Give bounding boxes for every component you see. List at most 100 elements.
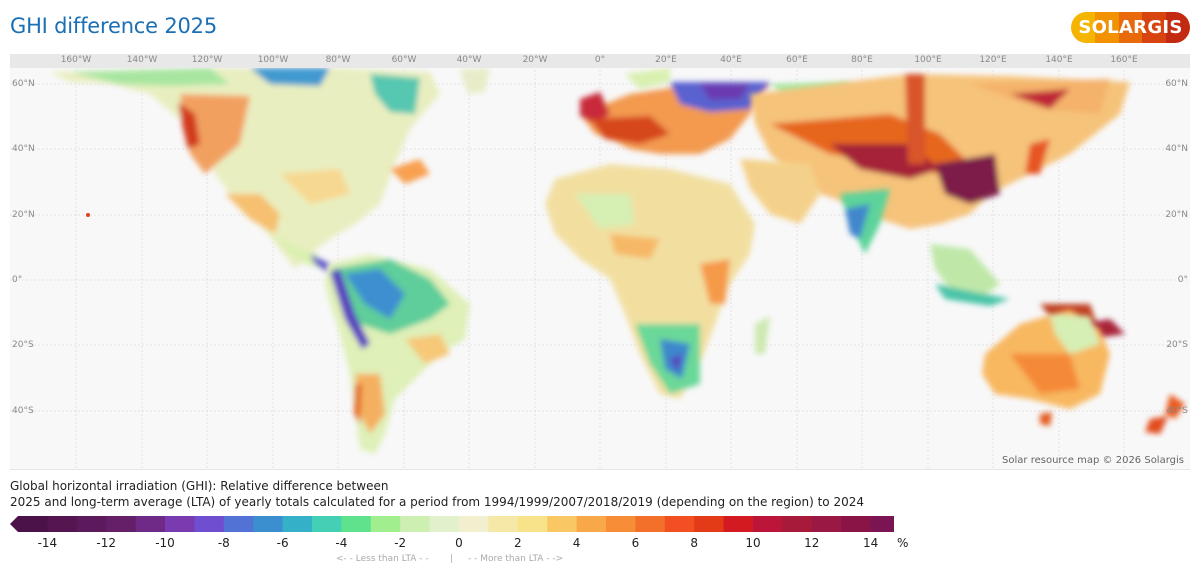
legend-swatch <box>841 516 872 532</box>
legend-swatch <box>165 516 195 532</box>
legend-tick-label: 4 <box>572 536 581 550</box>
legend-swatch <box>18 516 48 532</box>
page-title: GHI difference 2025 <box>10 14 217 38</box>
legend-tick-label: -12 <box>96 536 116 550</box>
latitude-label-left: 20°S <box>12 340 34 350</box>
solargis-logo[interactable]: SOLARGIS <box>1071 12 1190 43</box>
color-legend-bar <box>10 516 894 532</box>
longitude-label: 40°W <box>456 55 482 65</box>
legend-tick-label: 2 <box>513 536 522 550</box>
legend-tick-label: -14 <box>37 536 58 550</box>
africa <box>545 164 770 399</box>
legend-unit: % <box>897 536 909 550</box>
legend-tick-label: 14 <box>862 536 879 550</box>
legend-swatch <box>547 516 578 532</box>
logo-text: SOLARGIS <box>1078 17 1183 38</box>
less-than-lta-hint: <- - Less than LTA - - <box>336 554 429 564</box>
longitude-label: 40°E <box>720 55 742 65</box>
legend-swatch <box>870 516 894 532</box>
legend-tick-label: -4 <box>335 536 348 550</box>
legend-swatch <box>459 516 489 532</box>
legend-swatch <box>282 516 313 532</box>
legend-swatch <box>135 516 166 532</box>
legend-swatch <box>429 516 460 532</box>
latitude-label-left: 40°S <box>12 406 34 416</box>
legend-tick-label: 0 <box>455 536 463 550</box>
logo-stripe <box>1071 12 1095 43</box>
longitude-label: 120°W <box>191 55 223 65</box>
asia <box>750 74 1130 229</box>
legend-tick-label: 8 <box>690 536 699 550</box>
legend-swatch <box>694 516 725 532</box>
longitude-label: 20°E <box>655 55 677 65</box>
latitude-label-left: 20°N <box>12 210 35 220</box>
logo-stripe <box>1094 12 1119 43</box>
hint-separator: | <box>450 554 454 564</box>
legend-tick-label: 6 <box>631 536 640 550</box>
legend-swatch <box>106 516 137 532</box>
north-america <box>50 68 440 269</box>
latitude-label-right: 20°N <box>1165 210 1188 220</box>
longitude-label: 60°E <box>786 55 808 65</box>
legend-tick-label: 10 <box>745 536 761 550</box>
legend-swatch <box>488 516 519 532</box>
latitude-label-right: 40°N <box>1165 144 1188 154</box>
legend-left-arrow <box>10 516 18 532</box>
longitude-label: 160°E <box>1110 55 1138 65</box>
legend-swatch <box>223 516 254 532</box>
legend-swatch <box>517 516 548 532</box>
longitude-label: 80°W <box>325 55 351 65</box>
legend-swatch <box>341 516 372 532</box>
longitude-label: 140°E <box>1045 55 1073 65</box>
legend-swatch <box>370 516 401 532</box>
latitude-label-left: 0° <box>12 275 23 285</box>
longitude-label: 20°W <box>522 55 548 65</box>
longitude-label: 100°E <box>914 55 942 65</box>
legend-swatch <box>47 516 78 532</box>
longitude-label: 80°E <box>851 55 873 65</box>
logo-stripe <box>1166 12 1190 43</box>
description-line-2: 2025 and long-term average (LTA) of year… <box>10 495 864 509</box>
longitude-label: 60°W <box>391 55 417 65</box>
map-description: Global horizontal irradiation (GHI): Rel… <box>10 478 864 510</box>
legend-tick-label: -2 <box>394 536 407 550</box>
map-credit: Solar resource map © 2026 Solargis <box>1002 455 1184 466</box>
longitude-label: 100°W <box>257 55 289 65</box>
legend-tick-label: -10 <box>155 536 175 550</box>
description-line-1: Global horizontal irradiation (GHI): Rel… <box>10 479 389 493</box>
legend-swatch <box>753 516 783 532</box>
latitude-label-left: 40°N <box>12 144 35 154</box>
more-than-lta-hint: - - More than LTA - -> <box>468 554 564 564</box>
latitude-label-right: 40°S <box>1166 406 1188 416</box>
legend-tick-label: -6 <box>276 536 289 550</box>
legend-swatch <box>312 516 342 532</box>
legend-swatch <box>76 516 107 532</box>
south-america <box>325 254 470 454</box>
longitude-label: 0° <box>594 55 606 65</box>
australia <box>982 309 1110 426</box>
ghi-difference-map[interactable]: 160°W 140°W 120°W 100°W 80°W 60°W 40°W 20°W 0° 20… <box>10 54 1190 470</box>
map-canvas <box>10 54 1190 469</box>
latitude-label-right: 60°N <box>1165 79 1188 89</box>
logo-stripe <box>1118 12 1143 43</box>
latitude-label-right: 0° <box>1177 275 1188 285</box>
legend-swatch <box>782 516 813 532</box>
legend-swatch <box>576 516 607 532</box>
latitude-label-left: 60°N <box>12 79 35 89</box>
legend-tick-label: -8 <box>217 536 230 550</box>
longitude-band <box>10 54 1190 68</box>
longitude-label: 140°W <box>126 55 158 65</box>
legend-tick-label: 12 <box>804 536 820 550</box>
europe <box>580 68 850 154</box>
legend-swatch <box>723 516 754 532</box>
legend-swatch <box>664 516 695 532</box>
longitude-label: 160°W <box>60 55 92 65</box>
legend-swatch <box>811 516 842 532</box>
legend-swatch <box>635 516 666 532</box>
longitude-label: 120°E <box>979 55 1007 65</box>
legend-swatch <box>606 516 636 532</box>
logo-stripe <box>1142 12 1167 43</box>
latitude-label-right: 20°S <box>1166 340 1188 350</box>
legend-swatch <box>253 516 284 532</box>
legend-swatch <box>400 516 431 532</box>
